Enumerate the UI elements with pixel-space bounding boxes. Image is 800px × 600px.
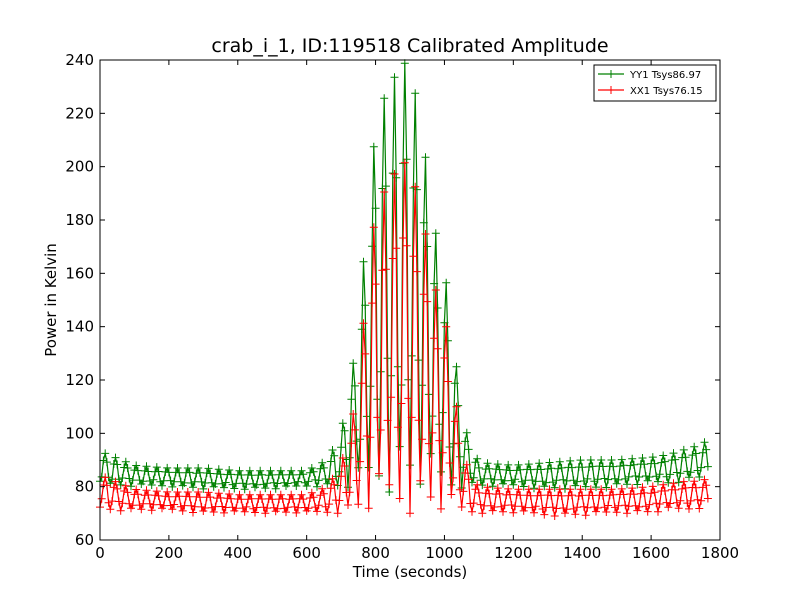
y-tick-label: 240: [65, 51, 94, 69]
y-tick-label: 180: [65, 211, 94, 229]
x-tick-label: 1000: [425, 544, 463, 562]
x-tick-label: 0: [95, 544, 105, 562]
x-tick-label: 200: [155, 544, 184, 562]
x-tick-label: 1400: [563, 544, 601, 562]
x-tick-label: 400: [223, 544, 252, 562]
ticks-layer: 0 200 400 600 800 1000 1200 1400 1600 1800 60 80 100…: [65, 51, 739, 562]
x-tick-label: 1200: [494, 544, 532, 562]
chart-title: crab_i_1, ID:119518 Calibrated Amplitude: [211, 35, 608, 57]
y-tick-label: 200: [65, 158, 94, 176]
plot-frame: [99, 59, 721, 541]
x-tick-label: 1800: [701, 544, 739, 562]
y-tick-label: 120: [65, 371, 94, 389]
legend-box: [593, 64, 717, 102]
y-tick-label: 220: [65, 104, 94, 122]
legend-label-yy1: YY1 Tsys86.97: [629, 70, 701, 81]
y-tick-label: 160: [65, 264, 94, 282]
y-tick-label: 60: [75, 531, 94, 549]
x-tick-label: 600: [292, 544, 321, 562]
x-tick-label: 800: [361, 544, 390, 562]
y-axis-label: Power in Kelvin: [42, 243, 60, 357]
legend-marker-xx1: [607, 86, 615, 94]
y-tick-label: 80: [75, 478, 94, 496]
series-layer: [96, 59, 712, 520]
legend-marker-yy1: [607, 70, 615, 78]
y-tick-label: 140: [65, 318, 94, 336]
x-tick-label: 1600: [632, 544, 670, 562]
y-tick-label: 100: [65, 424, 94, 442]
series-1: [96, 158, 712, 520]
legend-label-xx1: XX1 Tsys76.15: [630, 86, 703, 97]
legend: YY1 Tsys86.97 XX1 Tsys76.15: [593, 64, 717, 102]
x-axis-label: Time (seconds): [352, 563, 468, 581]
